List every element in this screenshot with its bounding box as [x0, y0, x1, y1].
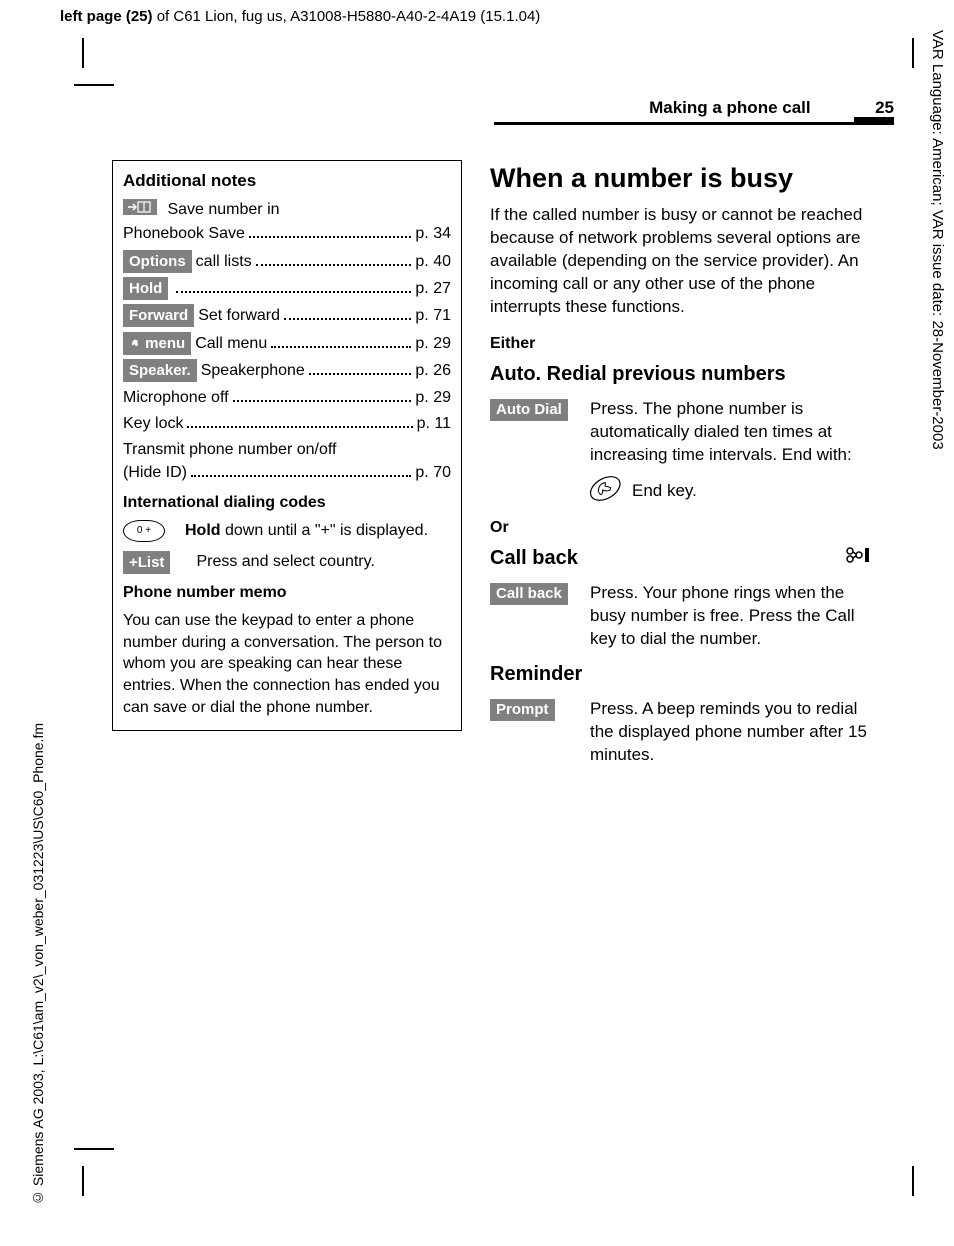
zero-key-icon: 0 +	[123, 520, 165, 542]
note-page: p. 71	[415, 305, 451, 327]
right-margin-text: VAR Language: American; VAR issue date: …	[929, 30, 946, 450]
note-page: p. 26	[415, 360, 451, 382]
note-page: p. 27	[415, 278, 451, 300]
prompt-softkey: Prompt	[490, 699, 555, 721]
options-softkey: Options	[123, 250, 192, 273]
intl-row: +List Press and select country.	[123, 551, 451, 574]
reminder-heading: Reminder	[490, 661, 870, 688]
doc-info: of C61 Lion, fug us, A31008-H5880-A40-2-…	[153, 8, 541, 25]
note-page: p. 11	[417, 413, 451, 435]
notes-title: Additional notes	[123, 169, 451, 193]
left-margin-text: © Siemens AG 2003, L:\C61\am_v2\_von_web…	[30, 723, 46, 1206]
phonebook-icon	[123, 199, 157, 215]
auto-dial-row: Auto Dial Press. The phone number is aut…	[490, 398, 870, 467]
auto-dial-softkey: Auto Dial	[490, 399, 568, 421]
note-row: Microphone off p. 29	[123, 387, 451, 409]
section-header: Making a phone call 25	[494, 98, 894, 125]
note-row: menu Call menu p. 29	[123, 332, 451, 355]
note-row: (Hide ID) p. 70	[123, 462, 451, 484]
callback-softkey: Call back	[490, 583, 568, 605]
auto-dial-desc: Press. The phone number is automatically…	[590, 398, 870, 467]
or-label: Or	[490, 517, 870, 539]
callback-desc: Press. Your phone rings when the busy nu…	[590, 582, 870, 651]
note-page: p. 70	[415, 462, 451, 484]
left-page-label: left page (25)	[60, 8, 153, 25]
note-page: p. 29	[415, 387, 451, 409]
crop-mark	[912, 38, 914, 68]
prompt-desc: Press. A beep reminds you to redial the …	[590, 698, 870, 767]
transmit-label: Transmit phone number on/off	[123, 439, 451, 461]
end-key-icon	[585, 470, 629, 512]
speaker-softkey: Speaker.	[123, 359, 197, 382]
transmit-sub: (Hide ID)	[123, 462, 187, 484]
note-page: p. 29	[415, 333, 451, 355]
network-icon	[844, 545, 870, 572]
forward-softkey: Forward	[123, 304, 194, 327]
crop-mark	[912, 1166, 914, 1196]
page-number: 25	[875, 98, 894, 117]
callback-row: Call back Press. Your phone rings when t…	[490, 582, 870, 651]
hold-rest: down until a "+" is displayed.	[221, 522, 428, 539]
right-column: When a number is busy If the called numb…	[490, 160, 870, 777]
memo-text: You can use the keypad to enter a phone …	[123, 610, 451, 718]
prompt-row: Prompt Press. A beep reminds you to redi…	[490, 698, 870, 767]
additional-notes-box: Additional notes Save number in Phoneboo…	[112, 160, 462, 731]
memo-heading: Phone number memo	[123, 582, 451, 604]
note-row: Hold p. 27	[123, 277, 451, 300]
intl-row: 0 + Hold down until a "+" is displayed.	[123, 520, 451, 542]
crop-mark	[82, 1166, 84, 1196]
note-row: Key lock p. 11	[123, 413, 451, 435]
note-label: Set forward	[198, 305, 280, 327]
list-desc: Press and select country.	[196, 551, 451, 574]
note-label: Call menu	[195, 333, 267, 355]
callback-heading: Call back	[490, 545, 578, 572]
intl-heading: International dialing codes	[123, 492, 451, 514]
note-page: p. 34	[415, 223, 451, 245]
note-row: Speaker. Speakerphone p. 26	[123, 359, 451, 382]
either-label: Either	[490, 333, 870, 355]
end-key-label: End key.	[632, 480, 697, 503]
page-header: left page (25) of C61 Lion, fug us, A310…	[60, 8, 540, 25]
note-label: Key lock	[123, 413, 183, 435]
note-label: Microphone off	[123, 387, 229, 409]
hold-bold: Hold	[185, 522, 221, 539]
section-title: Making a phone call	[649, 98, 811, 117]
note-label: call lists	[196, 251, 252, 273]
note-label: Phonebook Save	[123, 223, 245, 245]
note-row: Options call lists p. 40	[123, 250, 451, 273]
end-key-row: End key.	[590, 477, 870, 506]
note-row: Phonebook Save p. 34	[123, 223, 451, 245]
note-row: Forward Set forward p. 71	[123, 304, 451, 327]
save-number-text: Save number in	[167, 201, 279, 218]
hold-softkey: Hold	[123, 277, 168, 300]
crop-mark	[82, 38, 84, 68]
busy-heading: When a number is busy	[490, 160, 870, 196]
note-page: p. 40	[415, 251, 451, 273]
menu-softkey: menu	[123, 332, 191, 355]
busy-intro: If the called number is busy or cannot b…	[490, 204, 870, 319]
auto-redial-heading: Auto. Redial previous numbers	[490, 361, 870, 388]
note-label: Speakerphone	[201, 360, 305, 382]
list-softkey: +List	[123, 551, 170, 574]
